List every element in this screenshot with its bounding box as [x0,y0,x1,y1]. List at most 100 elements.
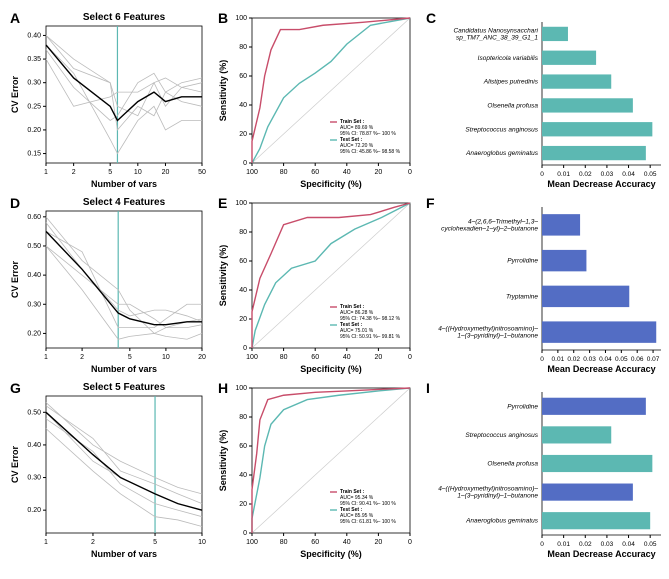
svg-text:0: 0 [408,169,412,176]
svg-text:Mean Decrease Accuracy: Mean Decrease Accuracy [547,364,655,374]
svg-text:40: 40 [343,539,351,546]
panel-G: GSelect 5 Features0.200.300.400.5012510N… [8,378,208,561]
svg-text:60: 60 [311,539,319,546]
svg-text:60: 60 [239,443,247,450]
svg-text:Alistipes putredinis: Alistipes putredinis [483,79,539,86]
svg-text:95% CI: 61.81 %– 100 %: 95% CI: 61.81 %– 100 % [340,519,396,525]
svg-text:60: 60 [239,73,247,80]
svg-text:Select 6 Features: Select 6 Features [83,12,166,23]
svg-text:Number of vars: Number of vars [91,549,157,559]
svg-text:0.01: 0.01 [552,356,565,363]
svg-text:0.20: 0.20 [27,507,41,514]
svg-text:Mean Decrease Accuracy: Mean Decrease Accuracy [547,179,655,189]
panel-label-E: E [218,195,227,211]
svg-text:0.40: 0.40 [27,272,41,279]
svg-text:0.04: 0.04 [622,171,635,178]
svg-text:0: 0 [540,356,544,363]
panel-label-G: G [10,380,21,396]
svg-text:Streptococcus anginosus: Streptococcus anginosus [465,432,538,439]
svg-text:Select 5 Features: Select 5 Features [83,382,166,393]
svg-text:50: 50 [198,169,206,176]
svg-text:0.04: 0.04 [599,356,612,363]
svg-text:sp_TM7_ANC_38_39_G1_1: sp_TM7_ANC_38_39_G1_1 [456,34,538,41]
svg-text:20: 20 [375,539,383,546]
svg-text:0.05: 0.05 [644,541,657,548]
svg-text:0: 0 [540,171,544,178]
svg-text:2: 2 [80,354,84,361]
svg-text:20: 20 [239,131,247,138]
svg-text:0.02: 0.02 [579,541,592,548]
panel-F: F00.010.020.030.040.050.060.074–(2,6,6–T… [424,193,669,376]
svg-text:1: 1 [44,354,48,361]
svg-text:60: 60 [311,354,319,361]
svg-text:80: 80 [239,44,247,51]
svg-text:80: 80 [280,539,288,546]
svg-text:Pyrrolidine: Pyrrolidine [507,403,538,410]
svg-text:Sensitivity (%): Sensitivity (%) [218,245,228,307]
svg-text:0.50: 0.50 [27,243,41,250]
svg-text:0.40: 0.40 [27,442,41,449]
svg-text:60: 60 [239,258,247,265]
svg-text:20: 20 [239,316,247,323]
svg-text:cyclohexadien–1–yl)–2–butanone: cyclohexadien–1–yl)–2–butanone [441,225,538,232]
svg-text:100: 100 [246,354,258,361]
svg-text:5: 5 [128,354,132,361]
svg-text:0.06: 0.06 [631,356,644,363]
svg-text:Pyrrolidine: Pyrrolidine [507,258,538,265]
svg-text:CV Error: CV Error [10,260,20,298]
panel-label-F: F [426,195,435,211]
svg-text:100: 100 [235,200,247,207]
svg-text:20: 20 [198,354,206,361]
svg-text:4–((Hydroxymethyl)nitrosoamino: 4–((Hydroxymethyl)nitrosoamino)– [438,326,538,333]
svg-text:Olsenella profusa: Olsenella profusa [487,102,538,109]
svg-text:0.50: 0.50 [27,409,41,416]
svg-text:0.05: 0.05 [644,171,657,178]
svg-text:80: 80 [239,414,247,421]
svg-text:0.03: 0.03 [601,171,614,178]
svg-text:0: 0 [243,345,247,352]
panel-E: E100100808060604040202000Specificity (%)… [216,193,416,376]
svg-text:1–(3–pyridinyl)–1–butanone: 1–(3–pyridinyl)–1–butanone [457,333,538,340]
svg-text:Anaeroglobus geminatus: Anaeroglobus geminatus [465,518,539,525]
svg-text:20: 20 [239,501,247,508]
panel-B: B100100808060604040202000Specificity (%)… [216,8,416,191]
panel-label-B: B [218,10,228,26]
svg-text:0: 0 [408,539,412,546]
svg-text:Anaeroglobus geminatus: Anaeroglobus geminatus [465,150,539,157]
panel-C: C00.010.020.030.040.05Candidatus Nanosyn… [424,8,669,191]
svg-text:40: 40 [239,102,247,109]
svg-text:0.30: 0.30 [27,301,41,308]
svg-text:0.02: 0.02 [567,356,580,363]
svg-text:100: 100 [246,539,258,546]
panel-A: ASelect 6 Features0.150.200.250.300.350.… [8,8,208,191]
svg-text:Select 4 Features: Select 4 Features [83,197,166,208]
svg-text:95% CI: 50.91 %– 99.81 %: 95% CI: 50.91 %– 99.81 % [340,334,401,340]
svg-text:4–((Hydroxymethyl)nitrosoamino: 4–((Hydroxymethyl)nitrosoamino)– [438,486,538,493]
svg-text:4–(2,6,6–Trimethyl–1,3–: 4–(2,6,6–Trimethyl–1,3– [468,218,538,225]
svg-text:0.01: 0.01 [557,171,570,178]
svg-text:Specificity (%): Specificity (%) [300,549,362,559]
svg-text:CV Error: CV Error [10,75,20,113]
svg-text:40: 40 [239,287,247,294]
svg-text:20: 20 [375,354,383,361]
svg-text:100: 100 [235,15,247,22]
svg-text:Mean Decrease Accuracy: Mean Decrease Accuracy [547,549,655,559]
svg-text:0.35: 0.35 [27,56,41,63]
svg-text:0.20: 0.20 [27,127,41,134]
svg-text:0.25: 0.25 [27,103,41,110]
svg-text:100: 100 [235,385,247,392]
svg-text:20: 20 [162,169,170,176]
svg-text:0.15: 0.15 [27,151,41,158]
svg-text:Number of vars: Number of vars [91,364,157,374]
svg-text:40: 40 [343,169,351,176]
svg-text:Specificity (%): Specificity (%) [300,179,362,189]
svg-text:10: 10 [134,169,142,176]
svg-text:0.04: 0.04 [622,541,635,548]
svg-text:80: 80 [280,169,288,176]
svg-text:5: 5 [153,539,157,546]
svg-text:5: 5 [108,169,112,176]
svg-text:80: 80 [239,229,247,236]
svg-text:1: 1 [44,539,48,546]
svg-text:10: 10 [162,354,170,361]
svg-text:0.30: 0.30 [27,475,41,482]
